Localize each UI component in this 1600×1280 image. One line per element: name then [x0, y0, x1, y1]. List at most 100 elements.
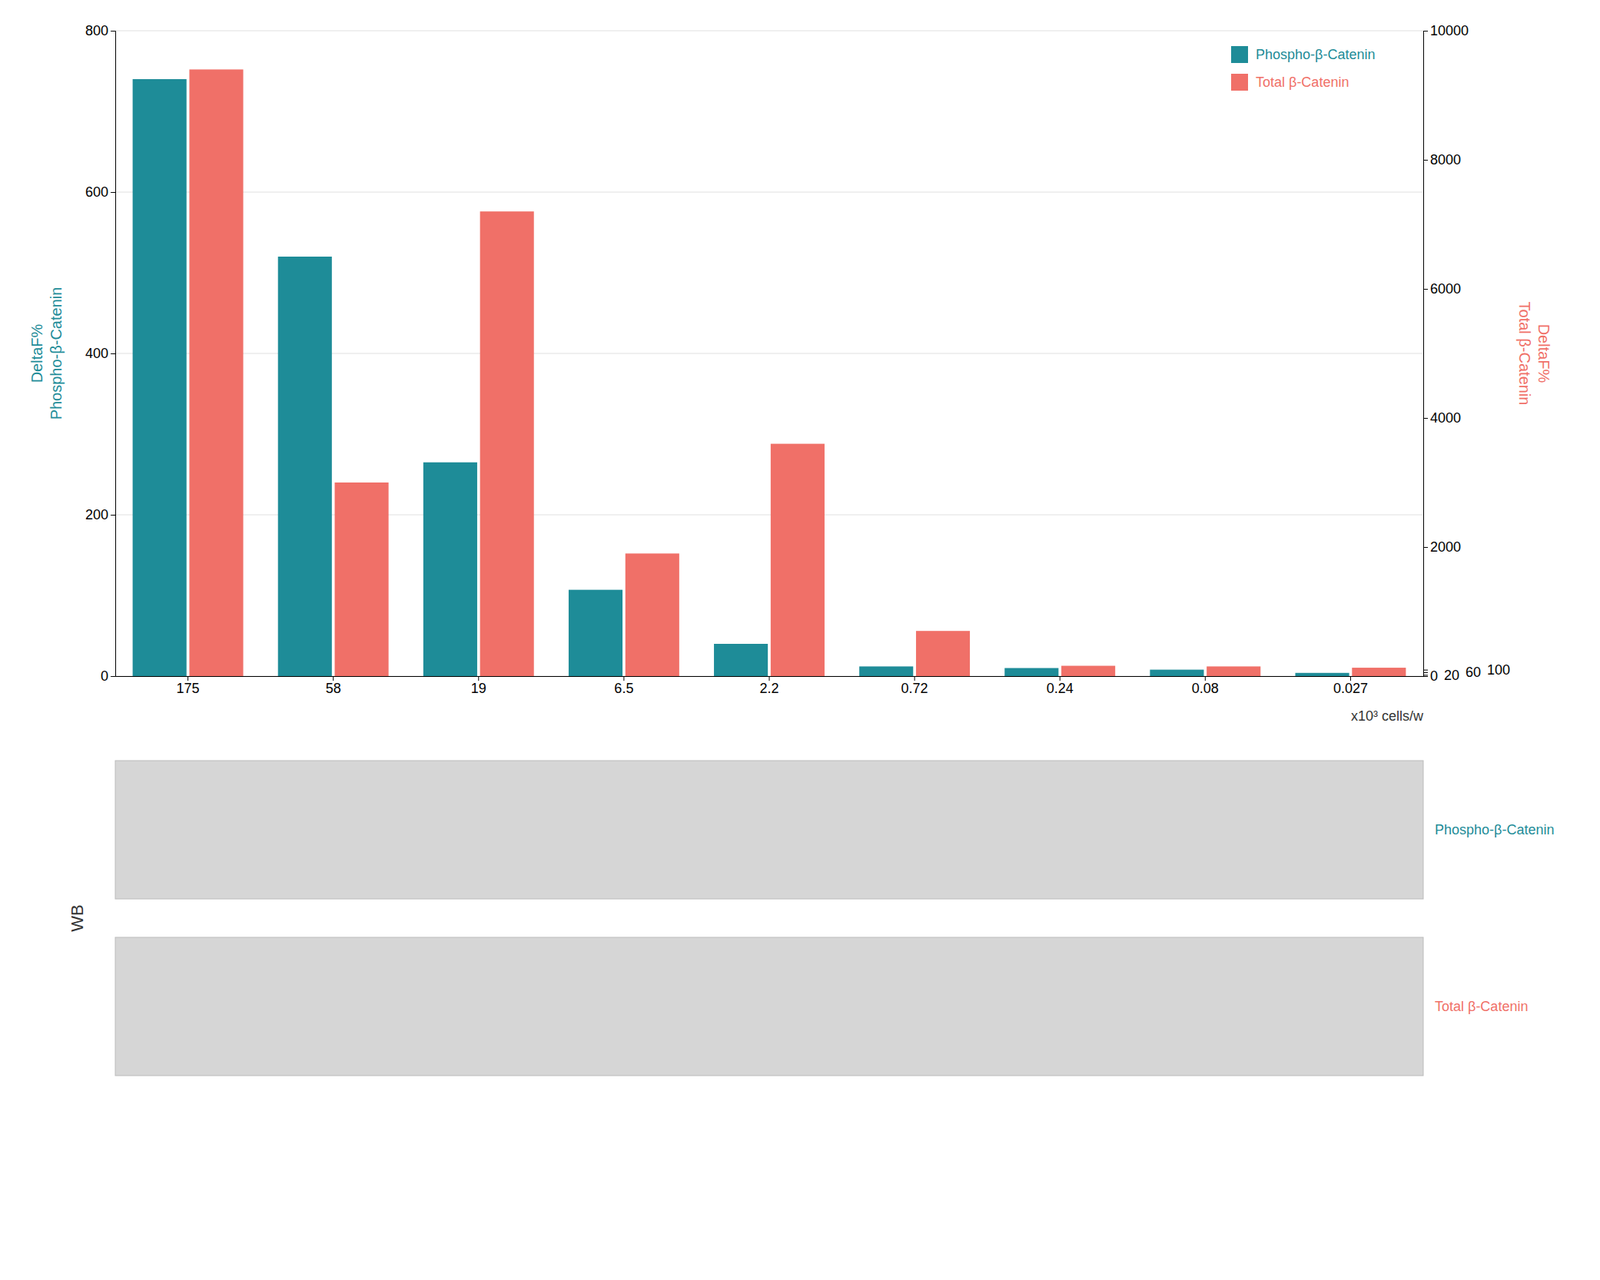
- legend: Phospho-β-Catenin Total β-Catenin: [1231, 46, 1375, 91]
- bar: [859, 666, 913, 677]
- blot-panel: WB Phospho-β-Catenin Total β-Catenin: [67, 760, 1555, 1076]
- tick-label: 400: [85, 345, 109, 362]
- tick: 600: [85, 184, 116, 200]
- tick: 400: [85, 345, 116, 362]
- tick-label: 0: [100, 668, 109, 684]
- bar: [480, 211, 535, 677]
- tick-label: 600: [85, 184, 109, 200]
- tick-label: 10000: [1430, 23, 1469, 39]
- y-axis: 0 200 400 600 800: [85, 23, 117, 684]
- blot-image: [115, 760, 1424, 900]
- tick-label: 0.027: [1333, 680, 1368, 697]
- bar: [1004, 668, 1059, 678]
- tick-label: 0.72: [901, 680, 929, 697]
- tick-mark: [110, 676, 116, 678]
- tick-label: 175: [176, 680, 200, 697]
- grid: [115, 30, 1424, 677]
- tick-mark: [1423, 418, 1428, 419]
- x-axis: 175 58 19 6.5 2.2 0.72 0.24 0.08 0.027: [116, 676, 1425, 697]
- tick-mark: [110, 353, 116, 355]
- tick: 10000: [1423, 23, 1469, 39]
- bar: [189, 69, 243, 677]
- tick: 4000: [1423, 410, 1461, 426]
- plot: 17558196.52.20.720.240.080.0270200400600…: [28, 23, 1553, 724]
- tick-label: 2000: [1430, 539, 1461, 555]
- tick: 6.5: [614, 676, 634, 697]
- tick-mark: [1423, 30, 1428, 32]
- tick-label: 58: [325, 680, 342, 697]
- bar: [916, 630, 970, 677]
- y-axis-title: DeltaF%Phospho-β-Catenin: [28, 287, 65, 421]
- tick: 0.08: [1191, 676, 1219, 697]
- bar: [1149, 670, 1204, 677]
- tick: 8000: [1423, 152, 1461, 168]
- tick: 0: [1423, 668, 1438, 684]
- bar: [1061, 666, 1116, 677]
- bar: [568, 590, 623, 677]
- tick: 2.2: [759, 676, 779, 697]
- tick: 20: [1423, 667, 1460, 684]
- tick-mark: [110, 514, 116, 516]
- tick-mark: [1423, 674, 1428, 676]
- tick-label: 0.08: [1191, 680, 1219, 697]
- annotation: WB: [67, 904, 87, 932]
- tick: 800: [85, 23, 116, 39]
- tick-mark: [1423, 159, 1428, 161]
- bars: [132, 69, 1407, 677]
- grid-line: [115, 192, 1424, 193]
- bar: [1206, 666, 1261, 677]
- tick-label: 0.24: [1046, 680, 1074, 697]
- tick: 58: [325, 676, 342, 697]
- grid-line: [115, 30, 1424, 32]
- tick-mark: [110, 192, 116, 193]
- bar: [770, 444, 825, 677]
- bar: [713, 643, 768, 677]
- tick-mark: [1423, 547, 1428, 548]
- tick-mark: [1423, 670, 1428, 671]
- blot-image: [115, 937, 1424, 1076]
- tick-label: 0: [1430, 668, 1438, 684]
- y2-axis-title-line: Total β-Catenin: [1516, 302, 1534, 406]
- axis-line: [1424, 31, 1429, 678]
- tick-mark: [1423, 288, 1428, 290]
- tick: 6000: [1423, 281, 1461, 297]
- annotation: Total β-Catenin: [1434, 999, 1528, 1015]
- tick: 0.24: [1046, 676, 1074, 697]
- y2-axis-title: DeltaF%Total β-Catenin: [1516, 302, 1553, 406]
- tick-label: 19: [471, 680, 487, 697]
- y2-axis: 0 20 60 100 2000 4000 6000 8000 10000: [1423, 23, 1511, 684]
- legend-swatch: [1231, 73, 1249, 91]
- tick: 19: [471, 676, 487, 697]
- bar: [335, 482, 389, 677]
- y-axis-title-line: Phospho-β-Catenin: [47, 287, 65, 421]
- tick-mark: [110, 30, 116, 32]
- tick-label: 4000: [1430, 410, 1461, 426]
- legend-swatch: [1231, 46, 1249, 64]
- tick-mark: [1423, 672, 1428, 674]
- tick-mark: [1423, 676, 1428, 678]
- y-axis-title-line: DeltaF%: [28, 323, 46, 383]
- tick-label: 8000: [1430, 152, 1461, 168]
- legend-label: Phospho-β-Catenin: [1255, 46, 1375, 63]
- bar: [1294, 673, 1349, 677]
- tick-label: 100: [1487, 662, 1511, 678]
- tick: 200: [85, 507, 116, 523]
- x-axis-title: x10³ cells/w: [1351, 708, 1425, 724]
- legend-entry: Total β-Catenin: [1231, 73, 1349, 91]
- bar: [423, 462, 478, 677]
- tick-label: 200: [85, 507, 109, 523]
- tick-label: 800: [85, 23, 109, 39]
- tick: 100: [1423, 662, 1511, 678]
- annotation: Phospho-β-Catenin: [1434, 822, 1554, 838]
- legend-label: Total β-Catenin: [1255, 74, 1349, 90]
- tick: 0: [100, 668, 116, 684]
- axis-line: [110, 31, 117, 678]
- tick-label: 20: [1443, 667, 1460, 684]
- tick-label: 60: [1465, 664, 1481, 681]
- bar: [132, 79, 187, 677]
- tick: 2000: [1423, 539, 1461, 555]
- tick: 60: [1423, 664, 1481, 681]
- y2-axis-title-line: DeltaF%: [1535, 324, 1553, 384]
- tick: 175: [176, 676, 200, 697]
- legend-entry: Phospho-β-Catenin: [1231, 46, 1375, 64]
